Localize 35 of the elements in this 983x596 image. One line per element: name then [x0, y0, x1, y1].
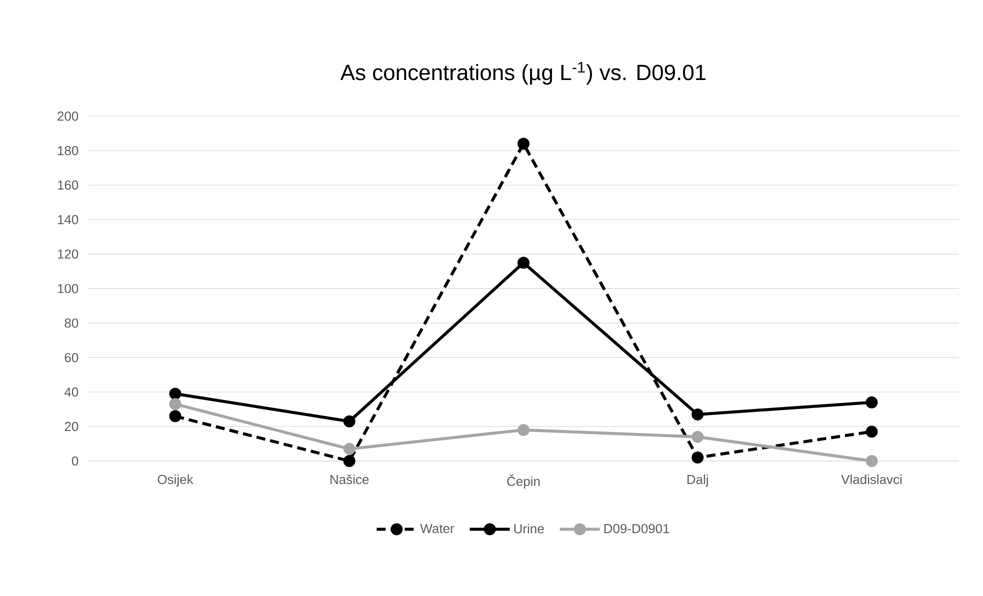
- point: [517, 138, 530, 150]
- point: [169, 398, 182, 410]
- point: [692, 408, 704, 420]
- point: [866, 454, 878, 467]
- y-tick-label: 120: [58, 249, 78, 259]
- y-tick-label: 180: [58, 146, 78, 156]
- point: [692, 451, 704, 464]
- x-tick-label: Čepin: [507, 474, 540, 489]
- point: [343, 415, 356, 428]
- point: [866, 396, 878, 408]
- legend-label: Water: [420, 524, 454, 534]
- y-tick-label: 20: [64, 422, 78, 432]
- point: [517, 424, 530, 436]
- point: [169, 410, 182, 422]
- y-tick-label: 200: [58, 111, 78, 121]
- point: [517, 256, 530, 269]
- legend-label: D09-D0901: [604, 524, 670, 534]
- legend-label: Urine: [514, 524, 544, 534]
- point: [692, 430, 704, 443]
- y-tick-label: 0: [72, 456, 78, 466]
- y-tick-label: 160: [58, 180, 78, 190]
- point: [343, 442, 356, 455]
- x-tick-label: Vladislavci: [841, 474, 902, 484]
- point: [866, 426, 878, 438]
- y-tick-label: 40: [64, 387, 78, 397]
- x-tick-label: Dalj: [687, 474, 708, 487]
- chart-title: As concentrations (µg L$^{-1}$) vs. D09.01: [340, 62, 706, 85]
- y-tick-label: 60: [64, 352, 78, 362]
- y-tick-label: 140: [58, 214, 78, 224]
- y-tick-label: 100: [58, 284, 78, 294]
- point: [343, 454, 356, 467]
- point: [169, 388, 182, 400]
- y-tick-label: 80: [64, 318, 78, 328]
- x-tick-label: Osijek: [158, 474, 194, 487]
- x-tick-label: Našice: [330, 474, 369, 484]
